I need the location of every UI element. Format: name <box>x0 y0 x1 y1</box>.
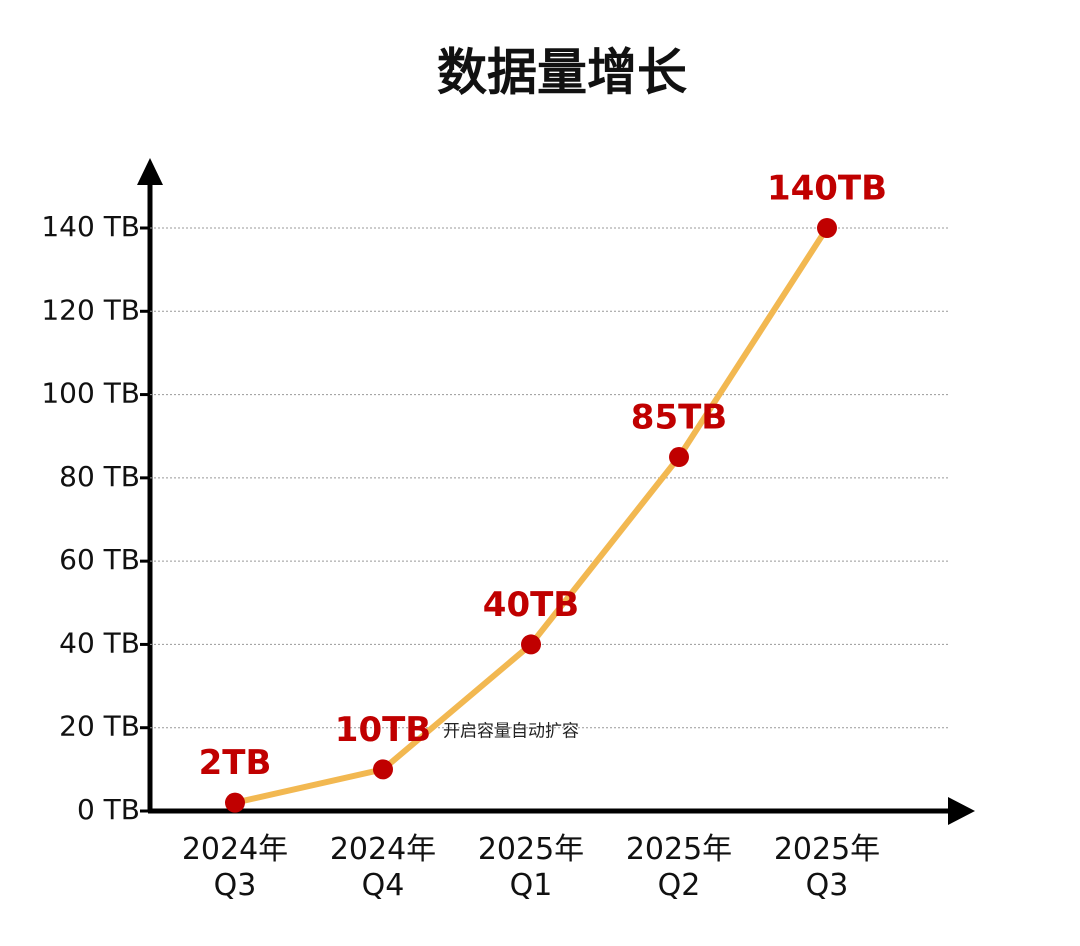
data-label: 10TB <box>335 710 431 750</box>
x-tick-label-line: Q3 <box>806 868 849 903</box>
y-tick-label: 100 TB <box>41 377 140 410</box>
y-tick-label: 60 TB <box>59 543 140 576</box>
y-tick-label: 80 TB <box>59 460 140 493</box>
y-tick-label: 40 TB <box>59 626 140 659</box>
x-tick-label-line: Q2 <box>658 868 701 903</box>
x-tick-label-line: 2025年 <box>774 832 880 867</box>
x-tick-label-line: Q4 <box>362 868 405 903</box>
x-axis-arrow <box>948 797 975 825</box>
data-label: 40TB <box>483 585 579 625</box>
data-label: 140TB <box>767 169 887 209</box>
y-axis-arrow <box>137 158 163 185</box>
x-tick-label-line: 2025年 <box>478 832 584 867</box>
y-tick-label: 20 TB <box>59 710 140 743</box>
annotation: 开启容量自动扩容 <box>443 721 579 741</box>
x-tick-label-line: Q3 <box>214 868 257 903</box>
x-tick-label-line: 2025年 <box>626 832 732 867</box>
data-point <box>225 792 245 813</box>
x-tick-label: 2024年 Q4 <box>330 832 436 903</box>
y-tick-label: 120 TB <box>41 293 140 326</box>
data-label: 2TB <box>199 743 272 783</box>
x-tick-label: 2025年 Q1 <box>478 832 584 903</box>
y-tick-label: 0 TB <box>77 793 140 826</box>
x-tick-label-line: Q1 <box>510 868 553 903</box>
data-point <box>521 634 541 655</box>
data-point <box>817 218 837 238</box>
x-tick-label-line: 2024年 <box>182 832 288 867</box>
x-tick-label: 2025年 Q2 <box>626 832 732 903</box>
x-tick-label: 2024年 Q3 <box>182 832 288 903</box>
data-point <box>669 447 689 468</box>
chart-title: 数据量增长 <box>437 44 687 102</box>
x-tick-label-line: 2024年 <box>330 832 436 867</box>
data-line <box>234 226 830 806</box>
y-tick-label: 140 TB <box>41 210 140 243</box>
data-point <box>373 759 393 780</box>
x-tick-label: 2025年 Q3 <box>774 832 880 903</box>
data-label: 85TB <box>631 398 727 438</box>
